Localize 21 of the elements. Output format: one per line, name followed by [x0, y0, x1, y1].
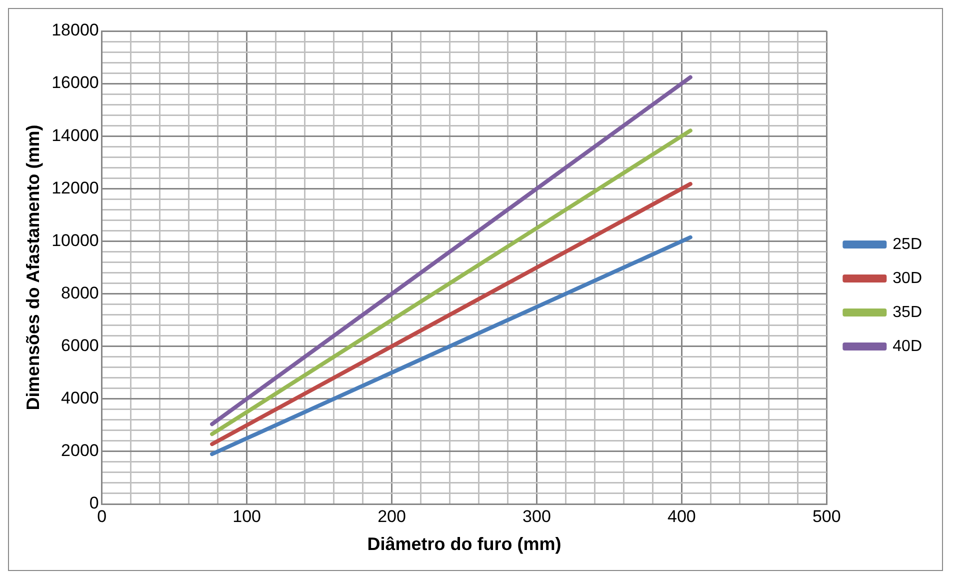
- legend-label: 25D: [892, 236, 922, 253]
- x-tick-label: 200: [378, 506, 406, 526]
- x-tick-label: 400: [668, 506, 696, 526]
- y-tick-label: 16000: [52, 73, 99, 92]
- x-axis-title: Diâmetro do furo (mm): [367, 534, 562, 554]
- x-tick-label: 300: [522, 506, 551, 526]
- x-tick-label: 500: [812, 506, 841, 526]
- y-tick-label: 10000: [52, 230, 99, 250]
- y-tick-label: 18000: [52, 20, 99, 40]
- y-axis-title: Dimensões do Afastamento (mm): [22, 124, 43, 410]
- y-tick-label: 4000: [61, 388, 99, 408]
- y-tick-label: 2000: [61, 441, 99, 460]
- legend-label: 40D: [892, 338, 922, 355]
- y-tick-label: 14000: [52, 126, 99, 145]
- y-tick-label: 8000: [61, 283, 99, 302]
- y-tick-label: 6000: [61, 336, 99, 356]
- y-tick-label: 12000: [52, 178, 99, 198]
- legend-label: 30D: [892, 270, 922, 287]
- x-tick-label: 100: [232, 506, 262, 526]
- y-tick-label: 0: [89, 494, 99, 513]
- legend-label: 35D: [892, 304, 922, 321]
